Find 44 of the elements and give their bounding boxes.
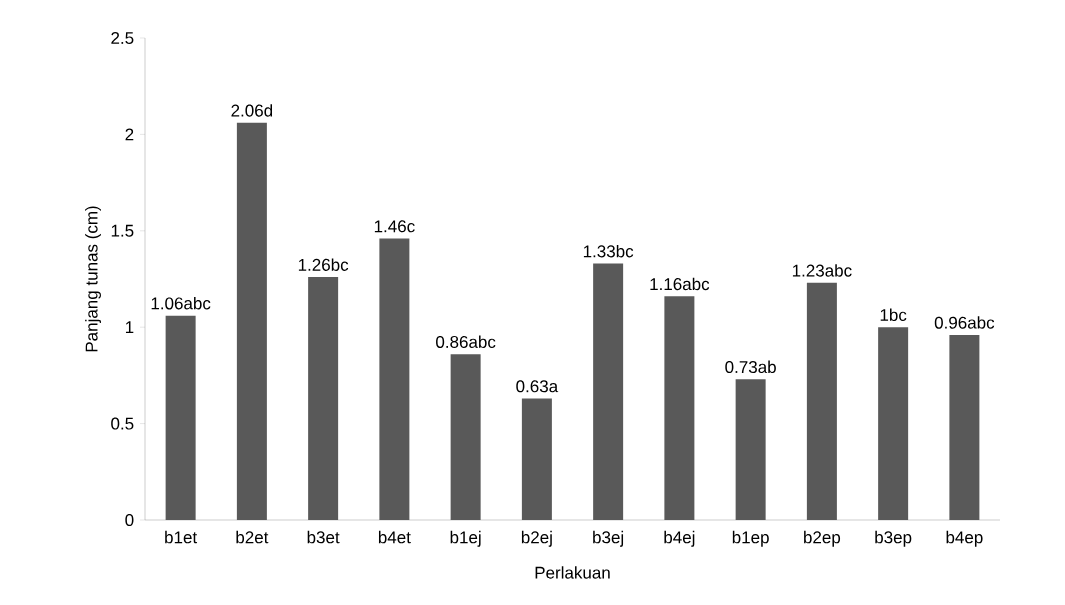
x-tick-label: b2et: [236, 530, 269, 544]
data-label: 1.16abc: [650, 277, 710, 291]
bar: [450, 354, 481, 520]
data-label: 0.86abc: [436, 335, 496, 348]
data-label: 1bc: [880, 308, 907, 321]
data-label: 1.23abc: [792, 264, 852, 277]
x-tick-label: b2ej: [521, 530, 552, 547]
bar: [878, 327, 909, 520]
data-label: 1.06abc: [151, 296, 211, 310]
x-tick-label: b3ej: [593, 530, 624, 547]
x-tick-label: b4ej: [664, 530, 695, 547]
bar: [236, 122, 267, 520]
data-label: 0.73ab: [725, 360, 776, 374]
y-tick-label: 1.5: [111, 224, 134, 237]
bar: [949, 334, 980, 520]
x-tick-label: b1ep: [732, 530, 769, 547]
data-label: 0.63a: [516, 380, 559, 393]
x-tick-label: b3ep: [875, 530, 912, 547]
data-label: 1.26bc: [298, 258, 349, 271]
data-label: 2.06d: [231, 104, 273, 117]
x-axis-title: Perlakuan: [535, 566, 610, 579]
bar: [379, 238, 410, 520]
x-tick-label: b4et: [378, 530, 411, 544]
bar: [806, 282, 837, 520]
bar: [165, 315, 196, 520]
y-tick-label: 1: [125, 321, 134, 334]
data-label: 0.96abc: [934, 316, 995, 329]
bar: [664, 296, 695, 520]
x-tick-label: b1et: [165, 530, 198, 544]
y-tick-label: 0.5: [111, 417, 134, 430]
y-tick-label: 0: [125, 513, 134, 527]
bar: [521, 398, 552, 520]
x-tick-label: b3et: [307, 530, 340, 544]
x-tick-label: b1ej: [450, 530, 481, 547]
bar: [308, 277, 339, 520]
bar: [735, 379, 766, 520]
data-label: 1.46c: [374, 220, 415, 233]
x-tick-label: b2ep: [804, 530, 841, 547]
y-tick-label: 2: [125, 128, 134, 141]
bar: [593, 263, 624, 520]
x-tick-label: b4ep: [946, 530, 983, 547]
data-label: 1.33bc: [583, 244, 634, 258]
y-axis-title: Panjang tunas (cm): [85, 206, 101, 352]
y-tick-label: 2.5: [111, 31, 134, 45]
